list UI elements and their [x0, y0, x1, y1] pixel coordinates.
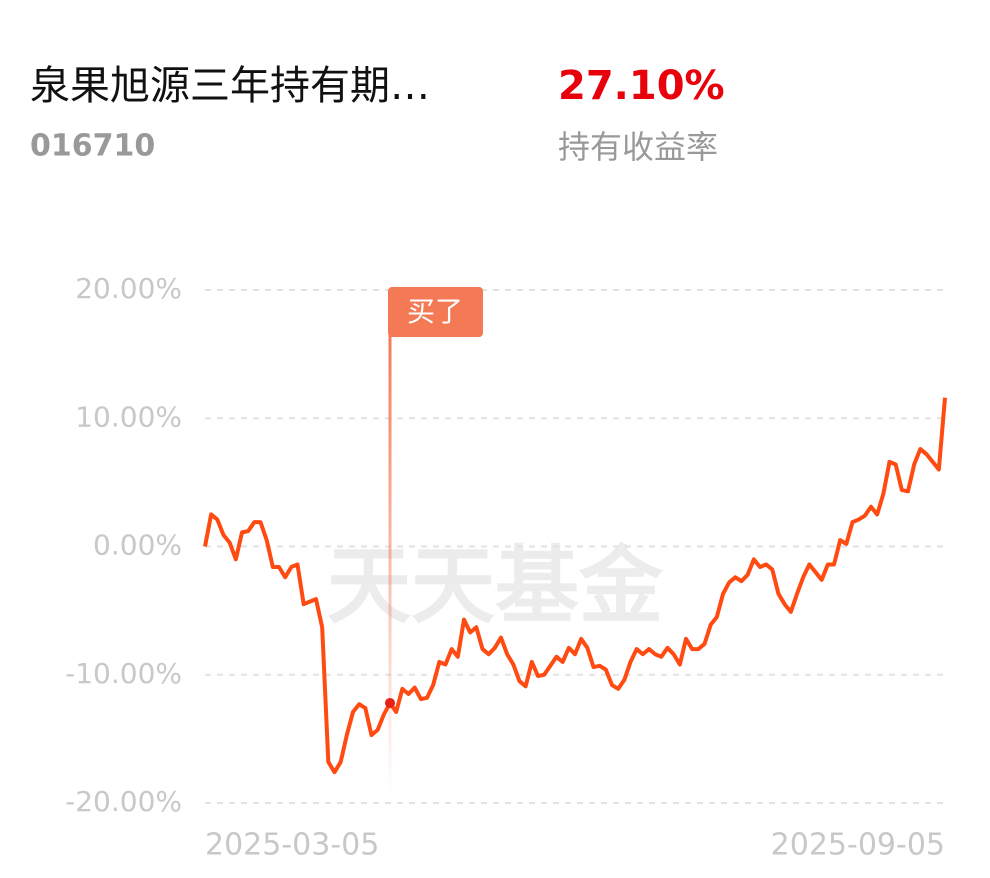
series-line: [203, 397, 947, 775]
return-label: 持有收益率: [558, 128, 718, 166]
y-tick-label: 10.00%: [75, 400, 182, 433]
y-tick-label: -10.00%: [65, 657, 182, 690]
x-tick-label: 2025-03-05: [205, 828, 379, 863]
buy-label: 买了: [407, 295, 463, 328]
buy-label-box: [388, 287, 483, 337]
return-value: 27.10%: [558, 63, 725, 109]
buy-line: [388, 335, 392, 795]
x-tick-label: 2025-09-05: [771, 828, 945, 863]
watermark: 天天基金: [327, 537, 664, 635]
buy-point: [385, 697, 395, 708]
y-tick-label: 20.00%: [75, 272, 182, 305]
y-tick-label: 0.00%: [93, 529, 182, 562]
y-tick-label: -20.00%: [65, 785, 182, 818]
fund-code: 016710: [30, 129, 155, 164]
fund-name: 泉果旭源三年持有期…: [30, 63, 430, 109]
